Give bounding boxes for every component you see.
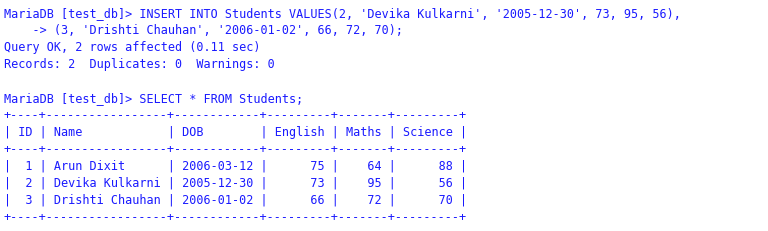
Text: Records: 2  Duplicates: 0  Warnings: 0: Records: 2 Duplicates: 0 Warnings: 0 [4,58,275,70]
Text: | ID | Name            | DOB        | English | Maths | Science |: | ID | Name | DOB | English | Maths | Sc… [4,126,467,139]
Text: |  2 | Devika Kulkarni | 2005-12-30 |      73 |    95 |      56 |: | 2 | Devika Kulkarni | 2005-12-30 | 73 … [4,176,467,190]
Text: +----+-----------------+------------+---------+-------+---------+: +----+-----------------+------------+---… [4,210,467,224]
Text: +----+-----------------+------------+---------+-------+---------+: +----+-----------------+------------+---… [4,143,467,155]
Text: -> (3, 'Drishti Chauhan', '2006-01-02', 66, 72, 70);: -> (3, 'Drishti Chauhan', '2006-01-02', … [4,24,403,36]
Text: +----+-----------------+------------+---------+-------+---------+: +----+-----------------+------------+---… [4,109,467,122]
Text: MariaDB [test_db]> SELECT * FROM Students;: MariaDB [test_db]> SELECT * FROM Student… [4,91,303,105]
Text: Query OK, 2 rows affected (0.11 sec): Query OK, 2 rows affected (0.11 sec) [4,41,260,54]
Text: MariaDB [test_db]> INSERT INTO Students VALUES(2, 'Devika Kulkarni', '2005-12-30: MariaDB [test_db]> INSERT INTO Students … [4,6,681,20]
Text: |  3 | Drishti Chauhan | 2006-01-02 |      66 |    72 |      70 |: | 3 | Drishti Chauhan | 2006-01-02 | 66 … [4,194,467,207]
Text: |  1 | Arun Dixit      | 2006-03-12 |      75 |    64 |      88 |: | 1 | Arun Dixit | 2006-03-12 | 75 | 64 … [4,160,467,173]
